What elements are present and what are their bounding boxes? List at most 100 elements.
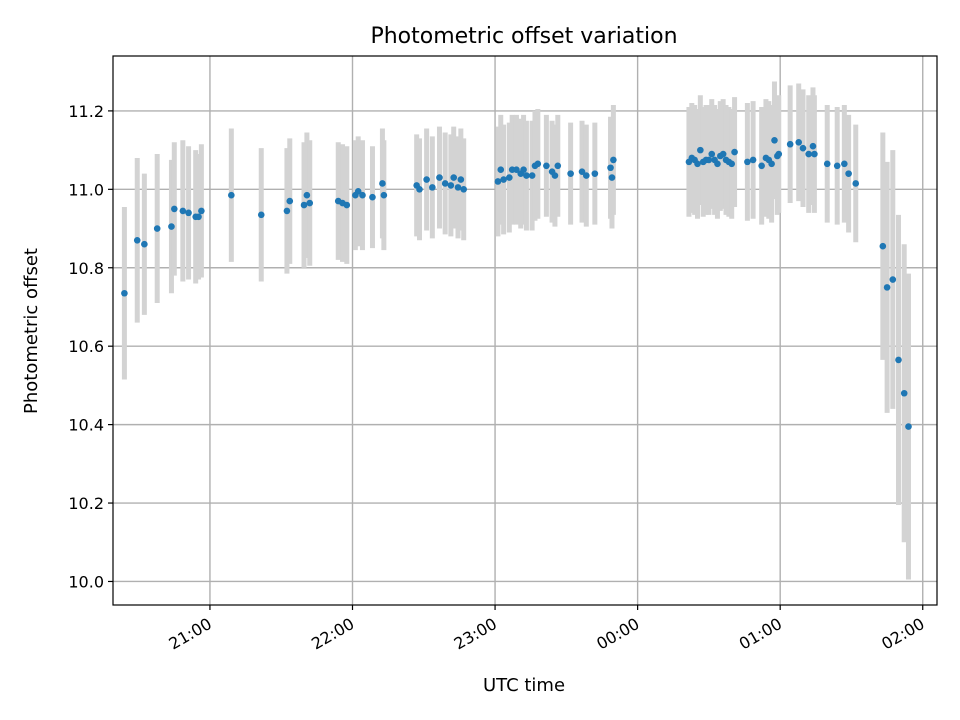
data-point	[121, 289, 128, 297]
data-point	[506, 174, 513, 181]
data-point	[591, 170, 599, 177]
data-point	[198, 207, 205, 215]
data-point	[895, 356, 902, 364]
data-point	[416, 186, 423, 193]
data-point	[705, 156, 713, 164]
data-point	[889, 276, 897, 283]
data-point	[786, 140, 794, 148]
data-point	[500, 176, 507, 183]
data-point	[775, 150, 783, 158]
plot-frame	[112, 55, 938, 606]
x-tick-label: 22:00	[308, 614, 357, 654]
data-point	[758, 162, 765, 170]
data-point	[454, 184, 462, 191]
y-tick-label: 11.0	[68, 180, 104, 199]
x-tick-label: 02:00	[878, 614, 927, 654]
data-point	[879, 242, 887, 250]
data-point	[554, 162, 562, 170]
data-point	[811, 150, 818, 158]
error-bars	[121, 81, 911, 580]
data-point	[883, 284, 891, 291]
data-point	[833, 162, 841, 170]
data-point	[379, 180, 386, 187]
data-point	[799, 144, 807, 152]
data-point	[523, 172, 530, 179]
data-point	[436, 174, 443, 181]
data-point	[513, 166, 520, 174]
data-point	[543, 162, 550, 170]
data-point	[185, 209, 192, 217]
data-point	[610, 156, 617, 164]
data-point	[450, 174, 458, 181]
data-point	[719, 150, 727, 158]
data-point	[300, 201, 308, 209]
data-point	[744, 158, 751, 166]
data-point	[306, 199, 314, 207]
data-point	[460, 186, 467, 193]
data-point	[423, 176, 430, 183]
data-point	[841, 160, 848, 168]
data-point	[551, 172, 559, 179]
y-tick-label: 10.0	[68, 572, 104, 591]
data-point	[714, 160, 721, 168]
data-point	[528, 172, 536, 179]
data-point	[578, 168, 586, 175]
data-point	[441, 180, 449, 187]
x-tick-label: 21:00	[166, 614, 215, 654]
data-points	[121, 137, 912, 430]
data-point	[141, 240, 148, 248]
data-point	[852, 180, 860, 187]
data-point	[369, 193, 376, 201]
data-point	[354, 187, 362, 195]
data-point	[607, 164, 614, 172]
data-point	[583, 172, 590, 179]
data-point	[228, 191, 235, 199]
data-point	[359, 191, 366, 199]
data-point	[845, 170, 852, 177]
data-point	[731, 148, 738, 156]
data-point	[283, 207, 291, 215]
x-tick-label: 00:00	[593, 614, 642, 654]
y-tick-label: 10.2	[68, 494, 104, 513]
data-point	[905, 423, 912, 430]
data-point	[494, 178, 502, 185]
y-axis: 10.0 10.2 10.4 10.6 10.8 11.0 11.2	[68, 102, 113, 591]
data-point	[795, 138, 803, 146]
data-point	[497, 166, 505, 174]
data-point	[171, 205, 178, 213]
y-tick-label: 10.4	[68, 416, 104, 435]
y-tick-label: 10.8	[68, 259, 104, 278]
chart-title: Photometric offset variation	[370, 24, 677, 49]
y-tick-label: 11.2	[68, 102, 104, 121]
data-point	[133, 237, 141, 244]
data-point	[457, 176, 465, 183]
data-point	[608, 174, 616, 181]
data-point	[728, 160, 736, 168]
y-axis-label: Photometric offset	[21, 248, 42, 414]
data-point	[153, 225, 161, 232]
data-point	[179, 207, 187, 215]
x-tick-label: 01:00	[736, 614, 785, 654]
data-point	[343, 201, 351, 209]
data-point	[708, 150, 716, 158]
data-point	[303, 191, 311, 199]
data-point	[286, 197, 294, 205]
data-point	[805, 150, 812, 158]
x-axis: 21:00 22:00 23:00 00:00 01:00 02:00	[166, 605, 928, 654]
data-point	[768, 160, 775, 168]
data-point	[520, 166, 527, 174]
data-point	[195, 213, 202, 221]
data-point	[567, 170, 574, 177]
data-point	[697, 146, 704, 154]
data-point	[429, 184, 436, 191]
data-point	[900, 389, 908, 397]
data-point	[534, 160, 542, 168]
data-point	[447, 182, 455, 189]
data-point	[823, 160, 831, 168]
x-axis-label: UTC time	[483, 675, 565, 696]
data-point	[771, 137, 778, 144]
data-point	[749, 156, 757, 164]
data-point	[257, 211, 265, 219]
data-point	[694, 160, 701, 168]
